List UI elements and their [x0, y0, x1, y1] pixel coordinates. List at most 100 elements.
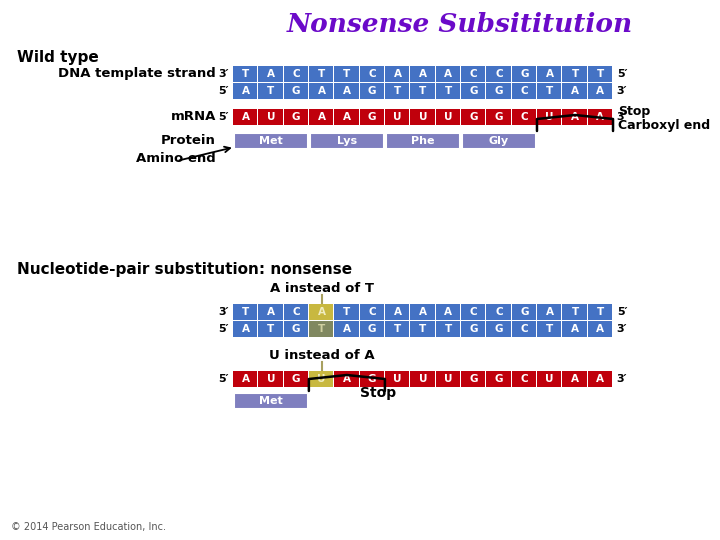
Bar: [284, 321, 308, 337]
Bar: [562, 371, 587, 387]
Text: G: G: [520, 69, 528, 79]
Bar: [588, 304, 612, 320]
Bar: [284, 371, 308, 387]
Text: T: T: [445, 324, 452, 334]
Text: C: C: [521, 374, 528, 384]
Bar: [512, 304, 536, 320]
Text: U: U: [444, 374, 452, 384]
Bar: [486, 66, 510, 82]
Text: 3′: 3′: [617, 374, 627, 384]
Bar: [284, 83, 308, 99]
Text: C: C: [521, 112, 528, 122]
Bar: [309, 109, 333, 125]
Text: C: C: [495, 69, 503, 79]
Text: Wild type: Wild type: [17, 50, 99, 65]
Text: T: T: [343, 69, 351, 79]
Bar: [385, 66, 409, 82]
Bar: [359, 109, 384, 125]
Text: A: A: [318, 86, 325, 96]
Text: G: G: [368, 374, 377, 384]
Text: A: A: [343, 86, 351, 96]
Text: Met: Met: [259, 136, 283, 146]
Bar: [537, 321, 562, 337]
Bar: [309, 304, 333, 320]
Bar: [512, 109, 536, 125]
Text: C: C: [292, 307, 300, 317]
Bar: [436, 109, 460, 125]
Bar: [588, 371, 612, 387]
Text: G: G: [292, 112, 300, 122]
Bar: [385, 371, 409, 387]
Text: Phe: Phe: [411, 136, 435, 146]
Text: Nonsense Subsititution: Nonsense Subsititution: [287, 12, 633, 37]
Bar: [486, 109, 510, 125]
Bar: [461, 83, 485, 99]
Text: © 2014 Pearson Education, Inc.: © 2014 Pearson Education, Inc.: [12, 522, 166, 532]
Text: Nucleotide-pair substitution: nonsense: Nucleotide-pair substitution: nonsense: [17, 262, 352, 277]
Text: U: U: [266, 112, 275, 122]
Bar: [461, 321, 485, 337]
Bar: [512, 66, 536, 82]
Text: C: C: [521, 324, 528, 334]
Bar: [588, 66, 612, 82]
Text: C: C: [369, 69, 376, 79]
Text: A: A: [267, 69, 275, 79]
Text: Carboxyl end: Carboxyl end: [618, 118, 710, 132]
Text: 3′: 3′: [219, 307, 229, 317]
Text: C: C: [369, 307, 376, 317]
Text: 5′: 5′: [219, 324, 229, 334]
Text: Stop: Stop: [360, 386, 396, 400]
Bar: [512, 321, 536, 337]
Bar: [537, 66, 562, 82]
Bar: [309, 371, 333, 387]
Bar: [359, 304, 384, 320]
Text: A: A: [596, 112, 604, 122]
Bar: [537, 371, 562, 387]
Text: T: T: [343, 307, 351, 317]
Text: A: A: [419, 307, 427, 317]
Text: U: U: [546, 112, 554, 122]
Bar: [334, 83, 359, 99]
Text: A: A: [571, 374, 579, 384]
Text: A: A: [419, 69, 427, 79]
Text: G: G: [368, 324, 377, 334]
Bar: [486, 304, 510, 320]
Text: A: A: [394, 307, 402, 317]
Bar: [385, 83, 409, 99]
Text: A: A: [343, 112, 351, 122]
Text: G: G: [368, 86, 377, 96]
Text: U: U: [393, 374, 402, 384]
Text: T: T: [242, 69, 249, 79]
Bar: [233, 371, 257, 387]
Bar: [284, 304, 308, 320]
Text: A: A: [596, 86, 604, 96]
Bar: [436, 371, 460, 387]
Text: G: G: [495, 374, 503, 384]
Text: T: T: [572, 307, 579, 317]
Bar: [410, 321, 435, 337]
Bar: [436, 321, 460, 337]
Text: A: A: [444, 69, 452, 79]
Text: T: T: [242, 307, 249, 317]
Bar: [537, 109, 562, 125]
Text: G: G: [495, 324, 503, 334]
Text: U: U: [318, 374, 325, 384]
Bar: [486, 321, 510, 337]
Bar: [309, 66, 333, 82]
Text: DNA template strand: DNA template strand: [58, 68, 216, 80]
Text: G: G: [292, 324, 300, 334]
Bar: [410, 83, 435, 99]
Bar: [258, 109, 282, 125]
Text: U: U: [393, 112, 402, 122]
Text: mRNA: mRNA: [171, 111, 216, 124]
Text: 5′: 5′: [219, 86, 229, 96]
Bar: [334, 371, 359, 387]
Text: T: T: [394, 324, 401, 334]
Bar: [258, 371, 282, 387]
Bar: [486, 371, 510, 387]
Text: 5′: 5′: [617, 307, 627, 317]
Bar: [386, 133, 460, 149]
Text: A: A: [241, 112, 250, 122]
Text: A: A: [343, 324, 351, 334]
Text: A: A: [571, 324, 579, 334]
